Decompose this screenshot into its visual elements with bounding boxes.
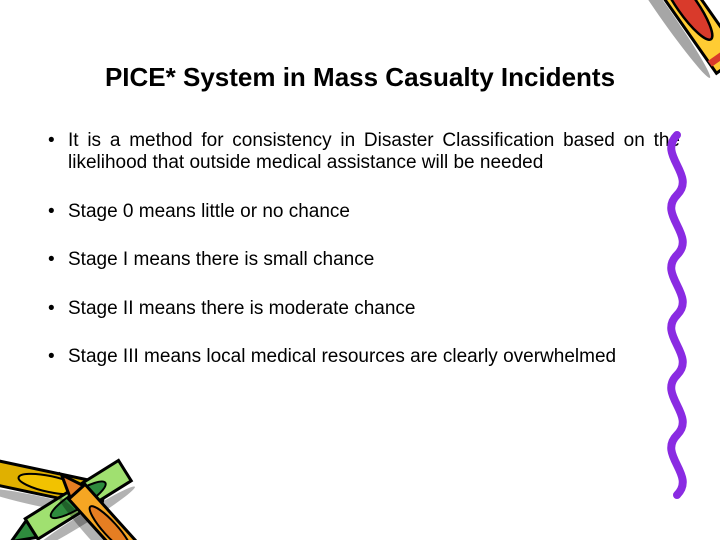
slide-content: It is a method for consistency in Disast…	[40, 130, 680, 394]
list-item: Stage III means local medical resources …	[40, 346, 680, 368]
list-item: It is a method for consistency in Disast…	[40, 130, 680, 175]
bullet-list: It is a method for consistency in Disast…	[40, 130, 680, 368]
slide: PICE* System in Mass Casualty Incidents …	[0, 0, 720, 540]
slide-title: PICE* System in Mass Casualty Incidents	[55, 63, 665, 92]
list-item: Stage I means there is small chance	[40, 249, 680, 271]
list-item: Stage 0 means little or no chance	[40, 201, 680, 223]
squiggle-icon	[652, 130, 702, 510]
list-item: Stage II means there is moderate chance	[40, 298, 680, 320]
